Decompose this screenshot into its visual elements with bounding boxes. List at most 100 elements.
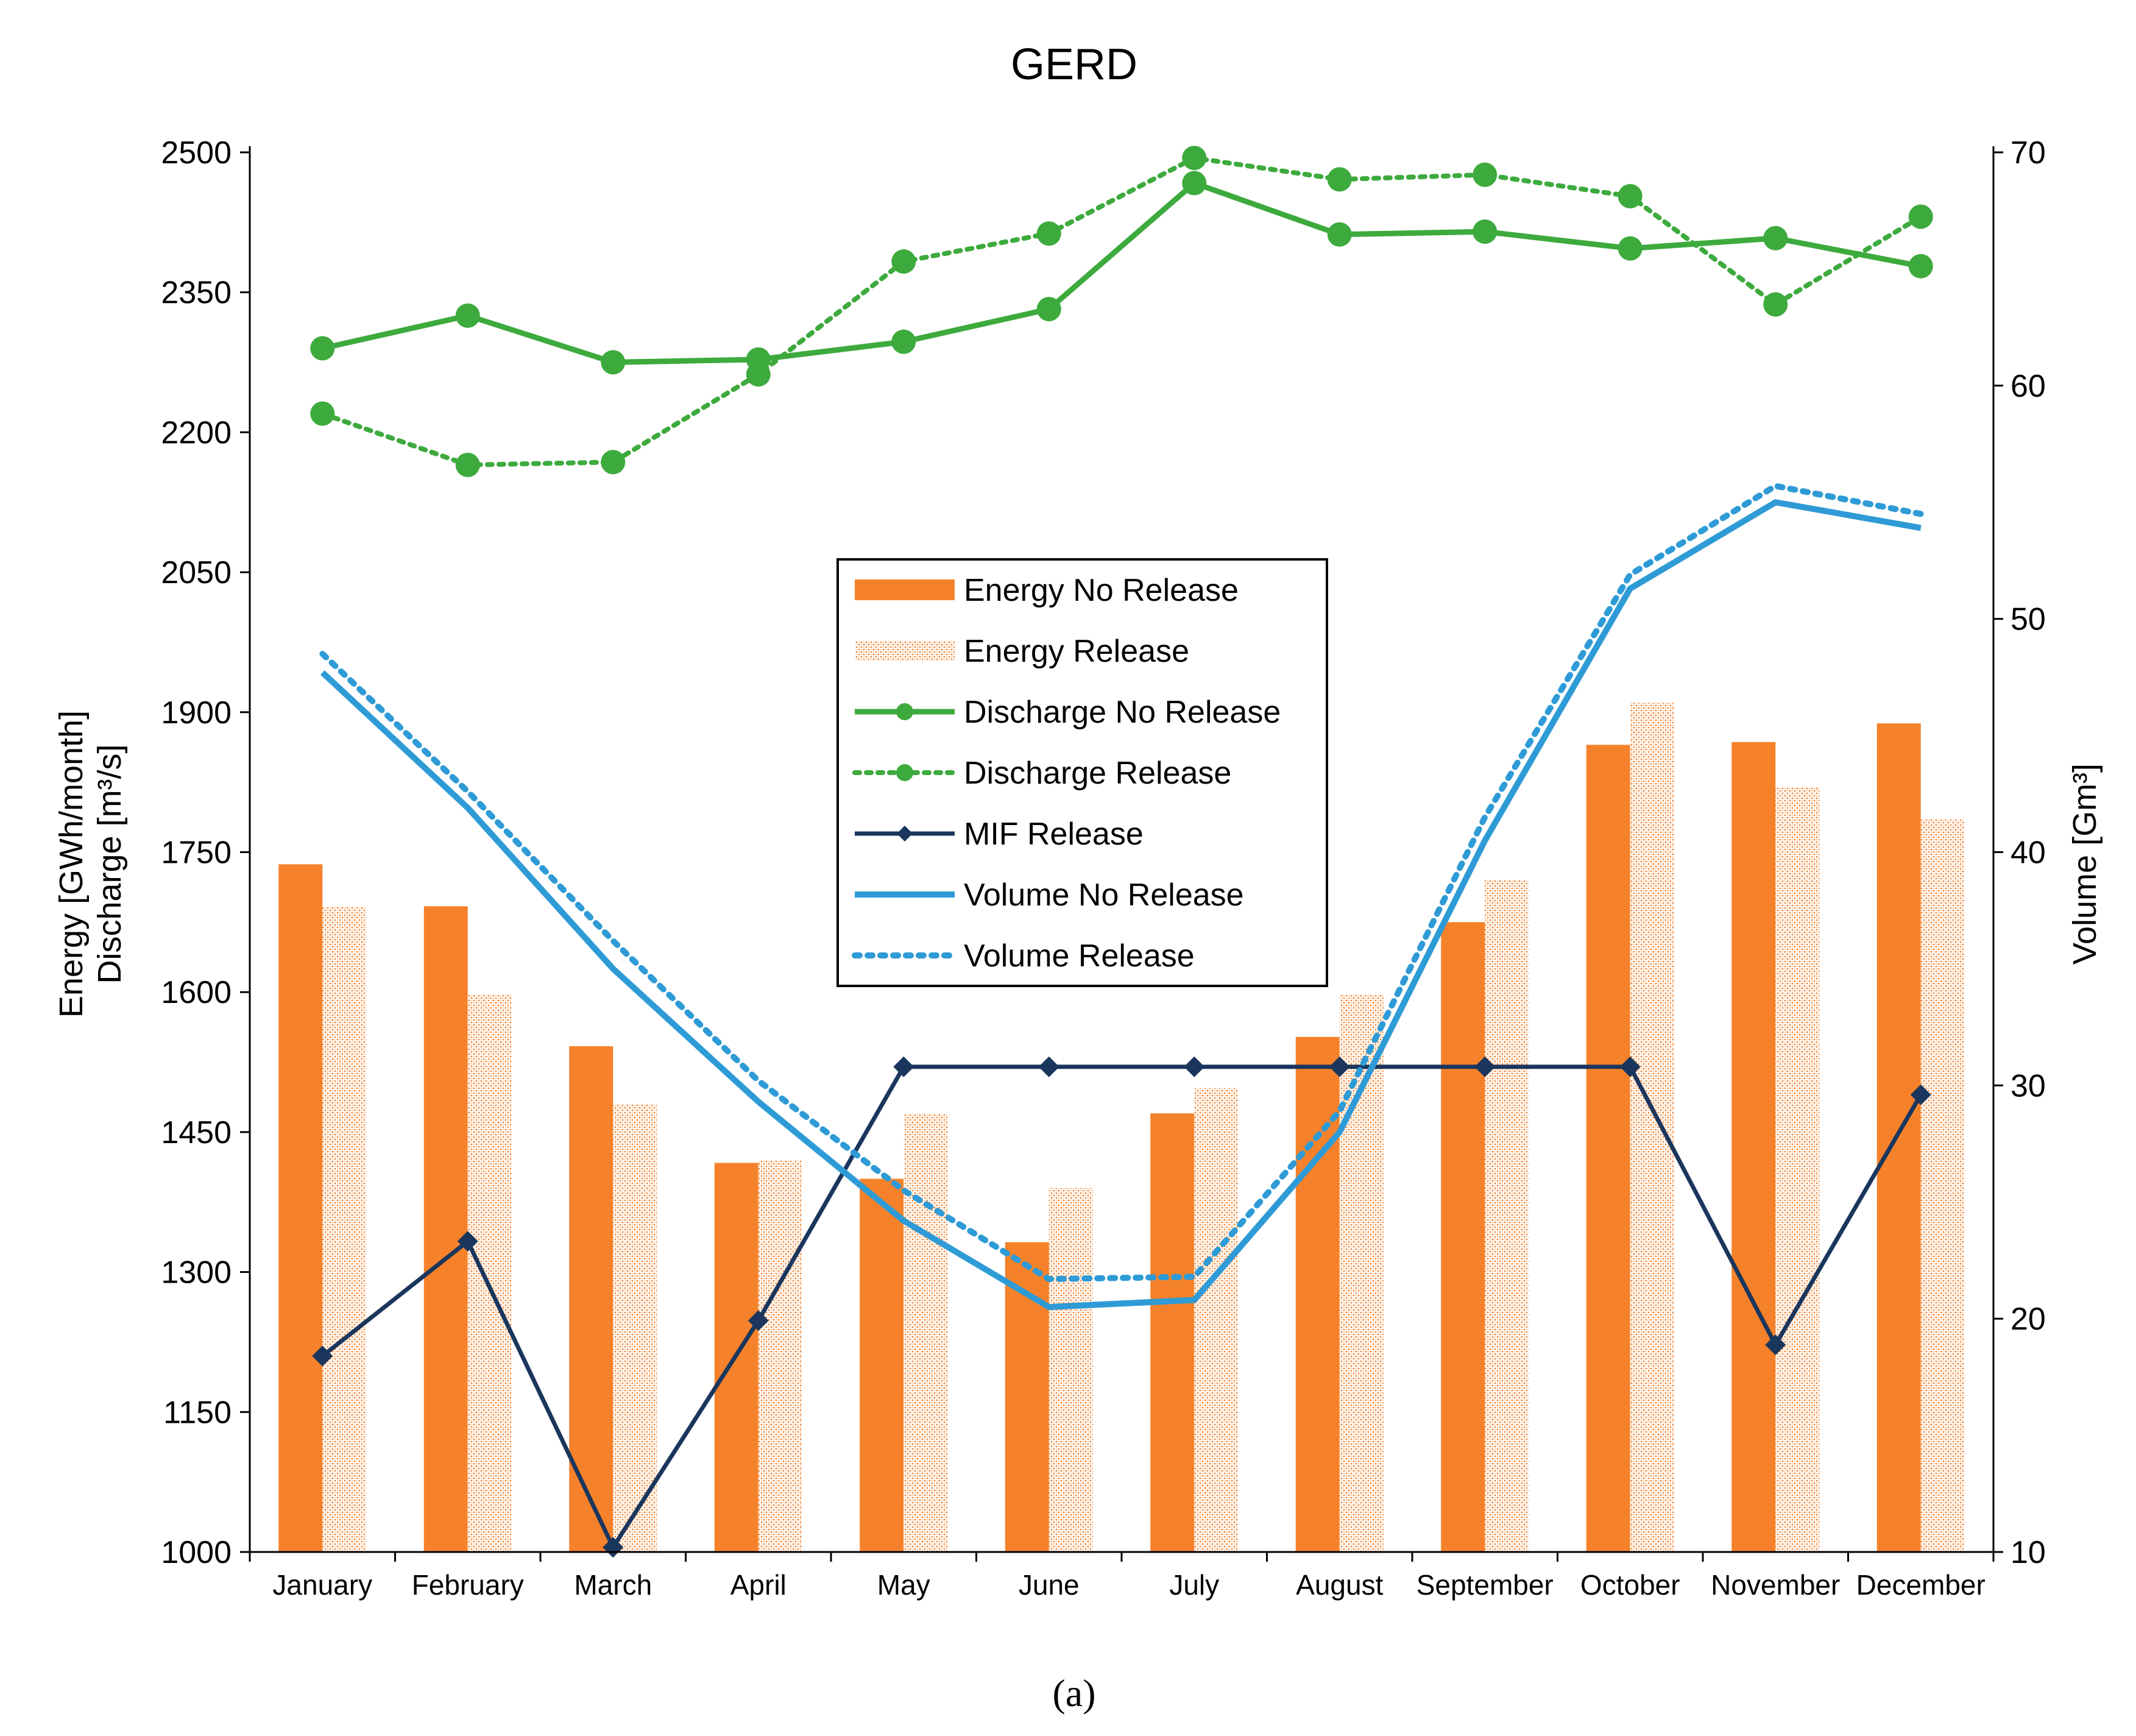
point-discharge-release-january [310, 401, 335, 426]
bar-energy-release-november [1775, 787, 1820, 1552]
legend: Energy No Release Energy Release Discharge… [836, 558, 1328, 987]
point-discharge-release-march [601, 450, 626, 475]
point-discharge-release-september [1473, 162, 1498, 187]
point-discharge-no-release-august [1327, 222, 1352, 247]
point-discharge-release-july [1182, 146, 1207, 171]
x-tick-label-december: December [1856, 1569, 1986, 1601]
y2-tick-label-20: 20 [2010, 1302, 2046, 1337]
legend-label-volume-no-release: Volume No Release [964, 877, 1244, 913]
legend-label-discharge-release: Discharge Release [964, 756, 1231, 791]
point-discharge-no-release-december [1908, 253, 1933, 278]
point-discharge-no-release-may [891, 329, 916, 354]
y2-tick-label-40: 40 [2010, 835, 2046, 871]
bar-energy-no-release-august [1295, 1036, 1340, 1552]
point-discharge-release-november [1763, 292, 1788, 317]
series-line-volume-no-release [320, 499, 1922, 1310]
point-discharge-no-release-october [1618, 236, 1643, 261]
bar-energy-no-release-october [1586, 745, 1630, 1552]
bar-energy-no-release-may [860, 1178, 904, 1552]
legend-swatch-discharge-no-release-marker [896, 703, 913, 720]
x-tick-label-april: April [730, 1569, 787, 1601]
point-mif-release-october [1619, 1056, 1641, 1077]
x-tick-label-may: May [877, 1569, 930, 1601]
legend-label-mif-release: MIF Release [964, 817, 1144, 852]
bar-energy-no-release-december [1876, 723, 1921, 1552]
point-mif-release-september [1474, 1056, 1496, 1077]
legend-label-volume-release: Volume Release [964, 938, 1195, 974]
point-discharge-no-release-february [455, 303, 480, 328]
point-mif-release-april [748, 1310, 769, 1331]
y-axis-title-energy: Energy [GWh/month] [53, 710, 90, 1018]
point-mif-release-february [457, 1231, 478, 1252]
point-discharge-no-release-september [1473, 219, 1498, 244]
y-tick-label-1150: 1150 [163, 1395, 232, 1430]
bar-energy-release-march [613, 1104, 657, 1552]
point-discharge-release-april [746, 362, 771, 387]
legend-swatch-energy-no-release [855, 579, 955, 600]
point-discharge-no-release-march [601, 350, 626, 375]
y-tick-label-1300: 1300 [161, 1255, 232, 1291]
legend-label-energy-release: Energy Release [964, 634, 1189, 669]
point-mif-release-august [1329, 1056, 1350, 1077]
bar-energy-release-october [1630, 703, 1674, 1552]
bar-energy-no-release-june [1005, 1242, 1049, 1552]
bar-energy-no-release-february [423, 906, 468, 1552]
point-mif-release-july [1184, 1056, 1205, 1077]
series-line-volume-release [319, 483, 1924, 1283]
point-discharge-release-june [1036, 221, 1061, 246]
point-discharge-no-release-june [1036, 297, 1061, 322]
y-tick-label-2050: 2050 [161, 555, 232, 590]
x-tick-label-november: November [1711, 1569, 1840, 1601]
legend-swatch-discharge-release-marker [896, 764, 913, 781]
point-discharge-no-release-july [1182, 171, 1207, 196]
y2-tick-label-70: 70 [2010, 135, 2046, 171]
y-tick-label-2200: 2200 [161, 415, 232, 450]
y-tick-label-1000: 1000 [161, 1535, 232, 1570]
figure-caption: (a) [1052, 1671, 1095, 1715]
point-mif-release-january [312, 1345, 333, 1367]
bar-energy-release-august [1339, 994, 1384, 1552]
x-tick-label-july: July [1169, 1569, 1219, 1601]
bar-energy-release-april [758, 1160, 802, 1552]
bar-energy-no-release-july [1150, 1113, 1195, 1552]
bar-energy-no-release-january [278, 864, 323, 1552]
point-discharge-release-december [1908, 204, 1933, 229]
legend-label-discharge-no-release: Discharge No Release [964, 695, 1281, 730]
point-discharge-no-release-january [310, 336, 335, 361]
bar-energy-release-july [1194, 1088, 1239, 1552]
x-tick-label-june: June [1019, 1569, 1080, 1601]
point-discharge-release-may [891, 249, 916, 274]
bar-energy-release-february [467, 994, 512, 1552]
x-tick-label-august: August [1296, 1569, 1383, 1601]
y-tick-label-1750: 1750 [161, 835, 232, 871]
y2-tick-label-50: 50 [2010, 602, 2046, 637]
legend-label-energy-no-release: Energy No Release [964, 573, 1239, 608]
x-tick-label-february: February [412, 1569, 524, 1601]
point-discharge-release-august [1327, 167, 1352, 192]
x-tick-label-september: September [1416, 1569, 1554, 1601]
bar-energy-no-release-november [1731, 742, 1776, 1552]
bar-energy-no-release-march [569, 1046, 614, 1552]
bar-energy-release-december [1920, 819, 1965, 1552]
y-tick-label-1600: 1600 [161, 975, 232, 1010]
y-tick-label-1900: 1900 [161, 695, 232, 731]
bars-layer [278, 703, 1965, 1552]
y2-axis-title-volume: Volume [Gm³] [2067, 763, 2103, 965]
series-line-discharge-no-release [322, 180, 1922, 365]
point-discharge-release-february [455, 452, 480, 477]
y2-tick-label-10: 10 [2010, 1535, 2046, 1570]
bar-energy-no-release-september [1441, 922, 1485, 1552]
series-line-discharge-release [320, 155, 1923, 467]
x-tick-label-march: March [574, 1569, 652, 1601]
x-tick-label-october: October [1580, 1569, 1680, 1601]
point-mif-release-may [893, 1056, 914, 1077]
bar-energy-release-june [1049, 1188, 1093, 1552]
legend-items: Energy No Release Energy Release Discharge… [852, 573, 1281, 974]
legend-swatch-energy-release [855, 640, 955, 661]
chart-title: GERD [1011, 40, 1137, 89]
y2-tick-label-60: 60 [2010, 369, 2046, 404]
bar-energy-release-may [904, 1113, 948, 1552]
y-axis-title-discharge: Discharge [m³/s] [91, 744, 128, 983]
